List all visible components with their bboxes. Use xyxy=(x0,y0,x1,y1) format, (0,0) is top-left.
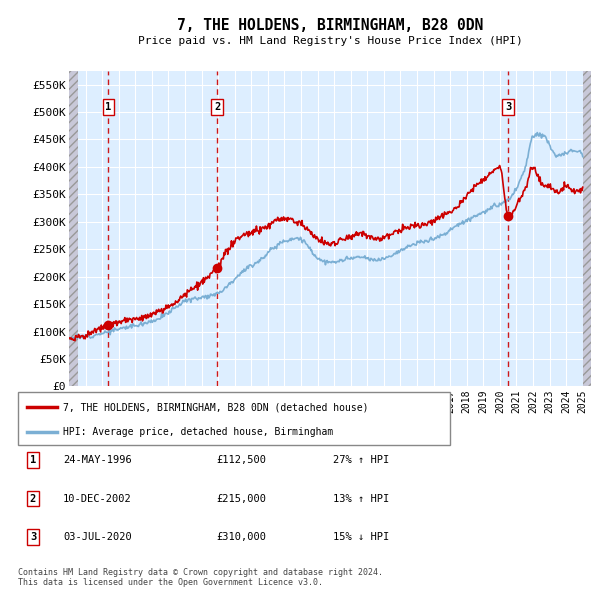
Text: £310,000: £310,000 xyxy=(216,532,266,542)
Bar xyxy=(583,71,591,386)
Text: 7, THE HOLDENS, BIRMINGHAM, B28 0DN (detached house): 7, THE HOLDENS, BIRMINGHAM, B28 0DN (det… xyxy=(64,402,369,412)
Text: Contains HM Land Registry data © Crown copyright and database right 2024.
This d: Contains HM Land Registry data © Crown c… xyxy=(18,568,383,587)
Text: 24-MAY-1996: 24-MAY-1996 xyxy=(63,455,132,465)
Text: 03-JUL-2020: 03-JUL-2020 xyxy=(63,532,132,542)
Text: 10-DEC-2002: 10-DEC-2002 xyxy=(63,494,132,503)
Text: Price paid vs. HM Land Registry's House Price Index (HPI): Price paid vs. HM Land Registry's House … xyxy=(137,37,523,46)
Text: £215,000: £215,000 xyxy=(216,494,266,503)
Text: 3: 3 xyxy=(30,532,36,542)
Text: 15% ↓ HPI: 15% ↓ HPI xyxy=(333,532,389,542)
Text: 13% ↑ HPI: 13% ↑ HPI xyxy=(333,494,389,503)
Text: 2: 2 xyxy=(214,102,220,112)
Text: 27% ↑ HPI: 27% ↑ HPI xyxy=(333,455,389,465)
Text: 7, THE HOLDENS, BIRMINGHAM, B28 0DN: 7, THE HOLDENS, BIRMINGHAM, B28 0DN xyxy=(177,18,483,33)
Text: 1: 1 xyxy=(106,102,112,112)
Bar xyxy=(69,71,78,386)
Text: 2: 2 xyxy=(30,494,36,503)
Text: £112,500: £112,500 xyxy=(216,455,266,465)
Text: 3: 3 xyxy=(505,102,511,112)
FancyBboxPatch shape xyxy=(18,392,450,445)
Text: HPI: Average price, detached house, Birmingham: HPI: Average price, detached house, Birm… xyxy=(64,427,334,437)
Text: 1: 1 xyxy=(30,455,36,465)
